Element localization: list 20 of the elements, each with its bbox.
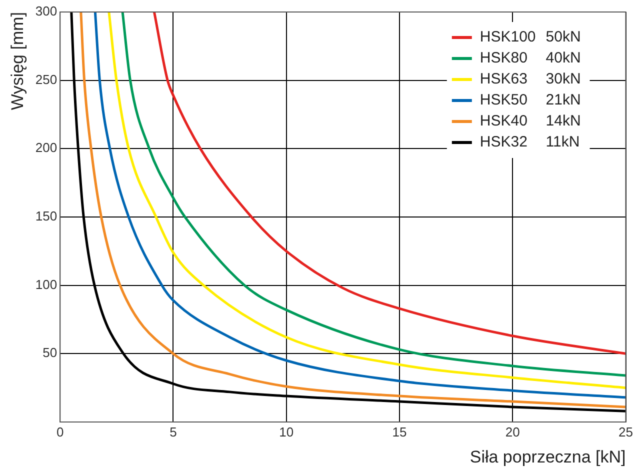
x-tick-label: 10 — [279, 424, 294, 440]
text: HSK63 30kN — [480, 70, 581, 88]
y-tick-label: 300 — [35, 4, 58, 19]
text: HSK80 40kN — [480, 50, 581, 67]
text: HSK40 14kN — [480, 112, 581, 130]
x-tick-label: 15 — [392, 424, 407, 440]
y-axis-title: Wysięg [mm] — [8, 12, 27, 110]
y-tick-label: 250 — [35, 72, 58, 87]
legend-label: HSK100 50kN — [480, 28, 581, 46]
y-tick-label: 100 — [35, 276, 58, 292]
text: HSK50 21kN — [480, 92, 581, 109]
x-axis-title: Siła poprzeczna [kN] — [470, 447, 626, 466]
y-tick-label: 200 — [35, 140, 58, 156]
x-tick-label: 20 — [505, 424, 520, 440]
x-tick-label: 25 — [618, 424, 634, 440]
x-tick-label: 0 — [56, 424, 64, 440]
text: HSK32 11kN — [480, 134, 580, 151]
y-tick-label: 50 — [42, 345, 58, 360]
x-tick-label: 5 — [170, 424, 177, 440]
y-tick-label: 150 — [35, 208, 58, 224]
